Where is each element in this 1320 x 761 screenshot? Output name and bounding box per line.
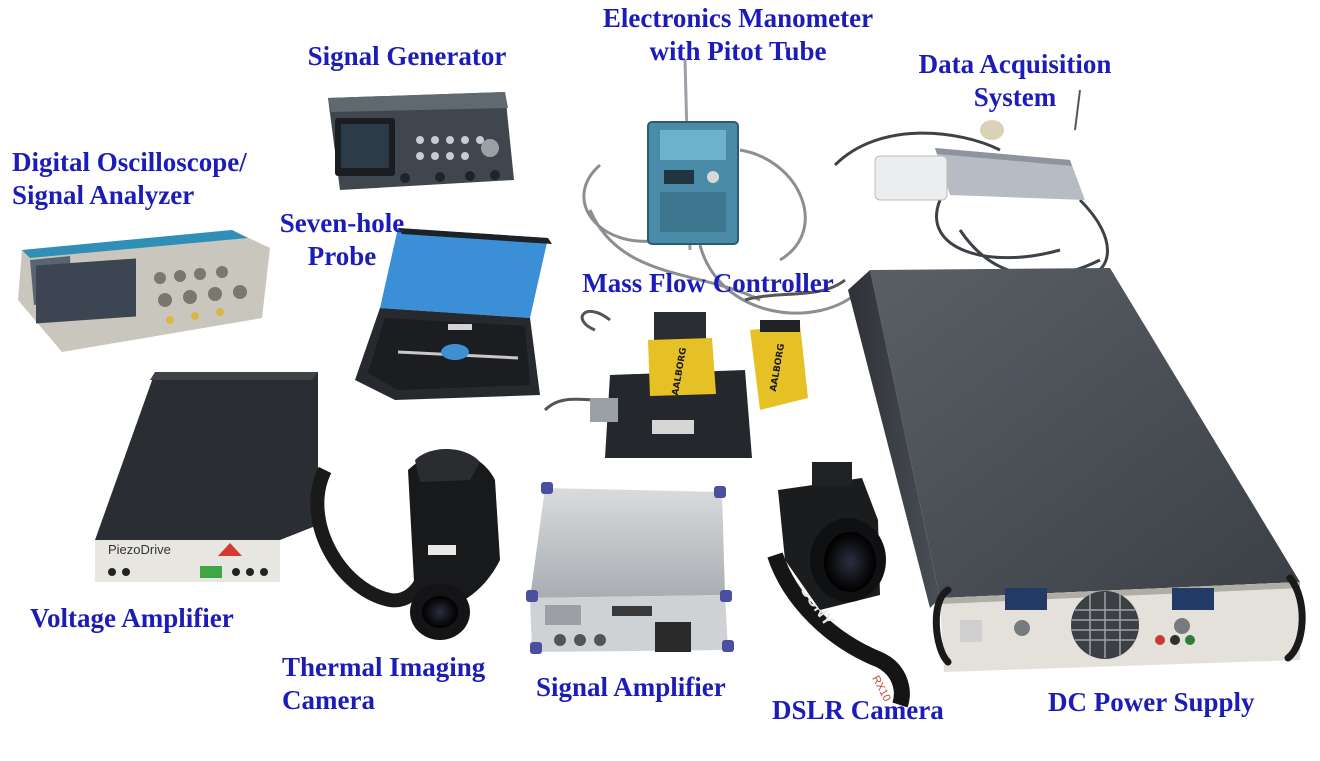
label-oscilloscope-line-1: Digital Oscilloscope/ xyxy=(12,147,247,177)
label-dc-power-supply: DC Power Supply xyxy=(1048,686,1255,719)
label-dslr-line-1: DSLR Camera xyxy=(772,695,944,725)
manometer-device xyxy=(582,59,862,315)
seven-hole-probe-device xyxy=(355,228,552,400)
mass-flow-controller-device: AALBORG AALBORG xyxy=(543,278,846,458)
label-manometer-line-1: Electronics Manometer xyxy=(602,3,874,33)
label-oscilloscope-line-2: Signal Analyzer xyxy=(12,180,195,210)
label-oscilloscope: Digital Oscilloscope/ Signal Analyzer xyxy=(12,146,247,212)
daq-device xyxy=(833,89,1109,277)
label-thermal-line-2: Camera xyxy=(282,685,375,715)
label-seven-hole-line-1: Seven-hole xyxy=(279,208,405,238)
label-daq-line-1: Data Acquisition xyxy=(918,49,1112,79)
dslr-camera-device: SONY RX10 xyxy=(767,462,910,708)
label-mass-flow-controller: Mass Flow Controller xyxy=(558,267,858,300)
label-daq-line-2: System xyxy=(973,82,1057,112)
label-dslr-camera: DSLR Camera xyxy=(772,694,944,727)
label-voltage-amplifier: Voltage Amplifier xyxy=(30,602,234,635)
label-dc-power-line-1: DC Power Supply xyxy=(1048,687,1255,717)
thermal-camera-device xyxy=(310,448,500,640)
label-manometer: Electronics Manometer with Pitot Tube xyxy=(578,2,898,68)
signal-amplifier-device xyxy=(526,482,734,654)
label-mass-flow-line-1: Mass Flow Controller xyxy=(582,268,834,298)
label-signal-generator: Signal Generator xyxy=(292,40,522,73)
dc-power-supply-device xyxy=(848,268,1306,672)
voltage-amp-brand: PiezoDrive xyxy=(108,542,171,557)
label-thermal-camera: Thermal Imaging Camera xyxy=(282,651,485,717)
signal-generator-device xyxy=(328,92,514,190)
label-signal-amp-line-1: Signal Amplifier xyxy=(536,672,726,702)
oscilloscope-device xyxy=(18,230,270,352)
label-signal-amplifier: Signal Amplifier xyxy=(536,671,726,704)
label-seven-hole-probe: Seven-hole Probe xyxy=(262,207,422,273)
label-voltage-amp-line-1: Voltage Amplifier xyxy=(30,603,234,633)
label-signal-generator-line-1: Signal Generator xyxy=(307,41,507,71)
label-thermal-line-1: Thermal Imaging xyxy=(282,652,486,682)
voltage-amplifier-device: PiezoDrive xyxy=(95,372,318,582)
label-manometer-line-2: with Pitot Tube xyxy=(649,36,827,66)
label-daq: Data Acquisition System xyxy=(900,48,1130,114)
label-seven-hole-line-2: Probe xyxy=(307,241,377,271)
